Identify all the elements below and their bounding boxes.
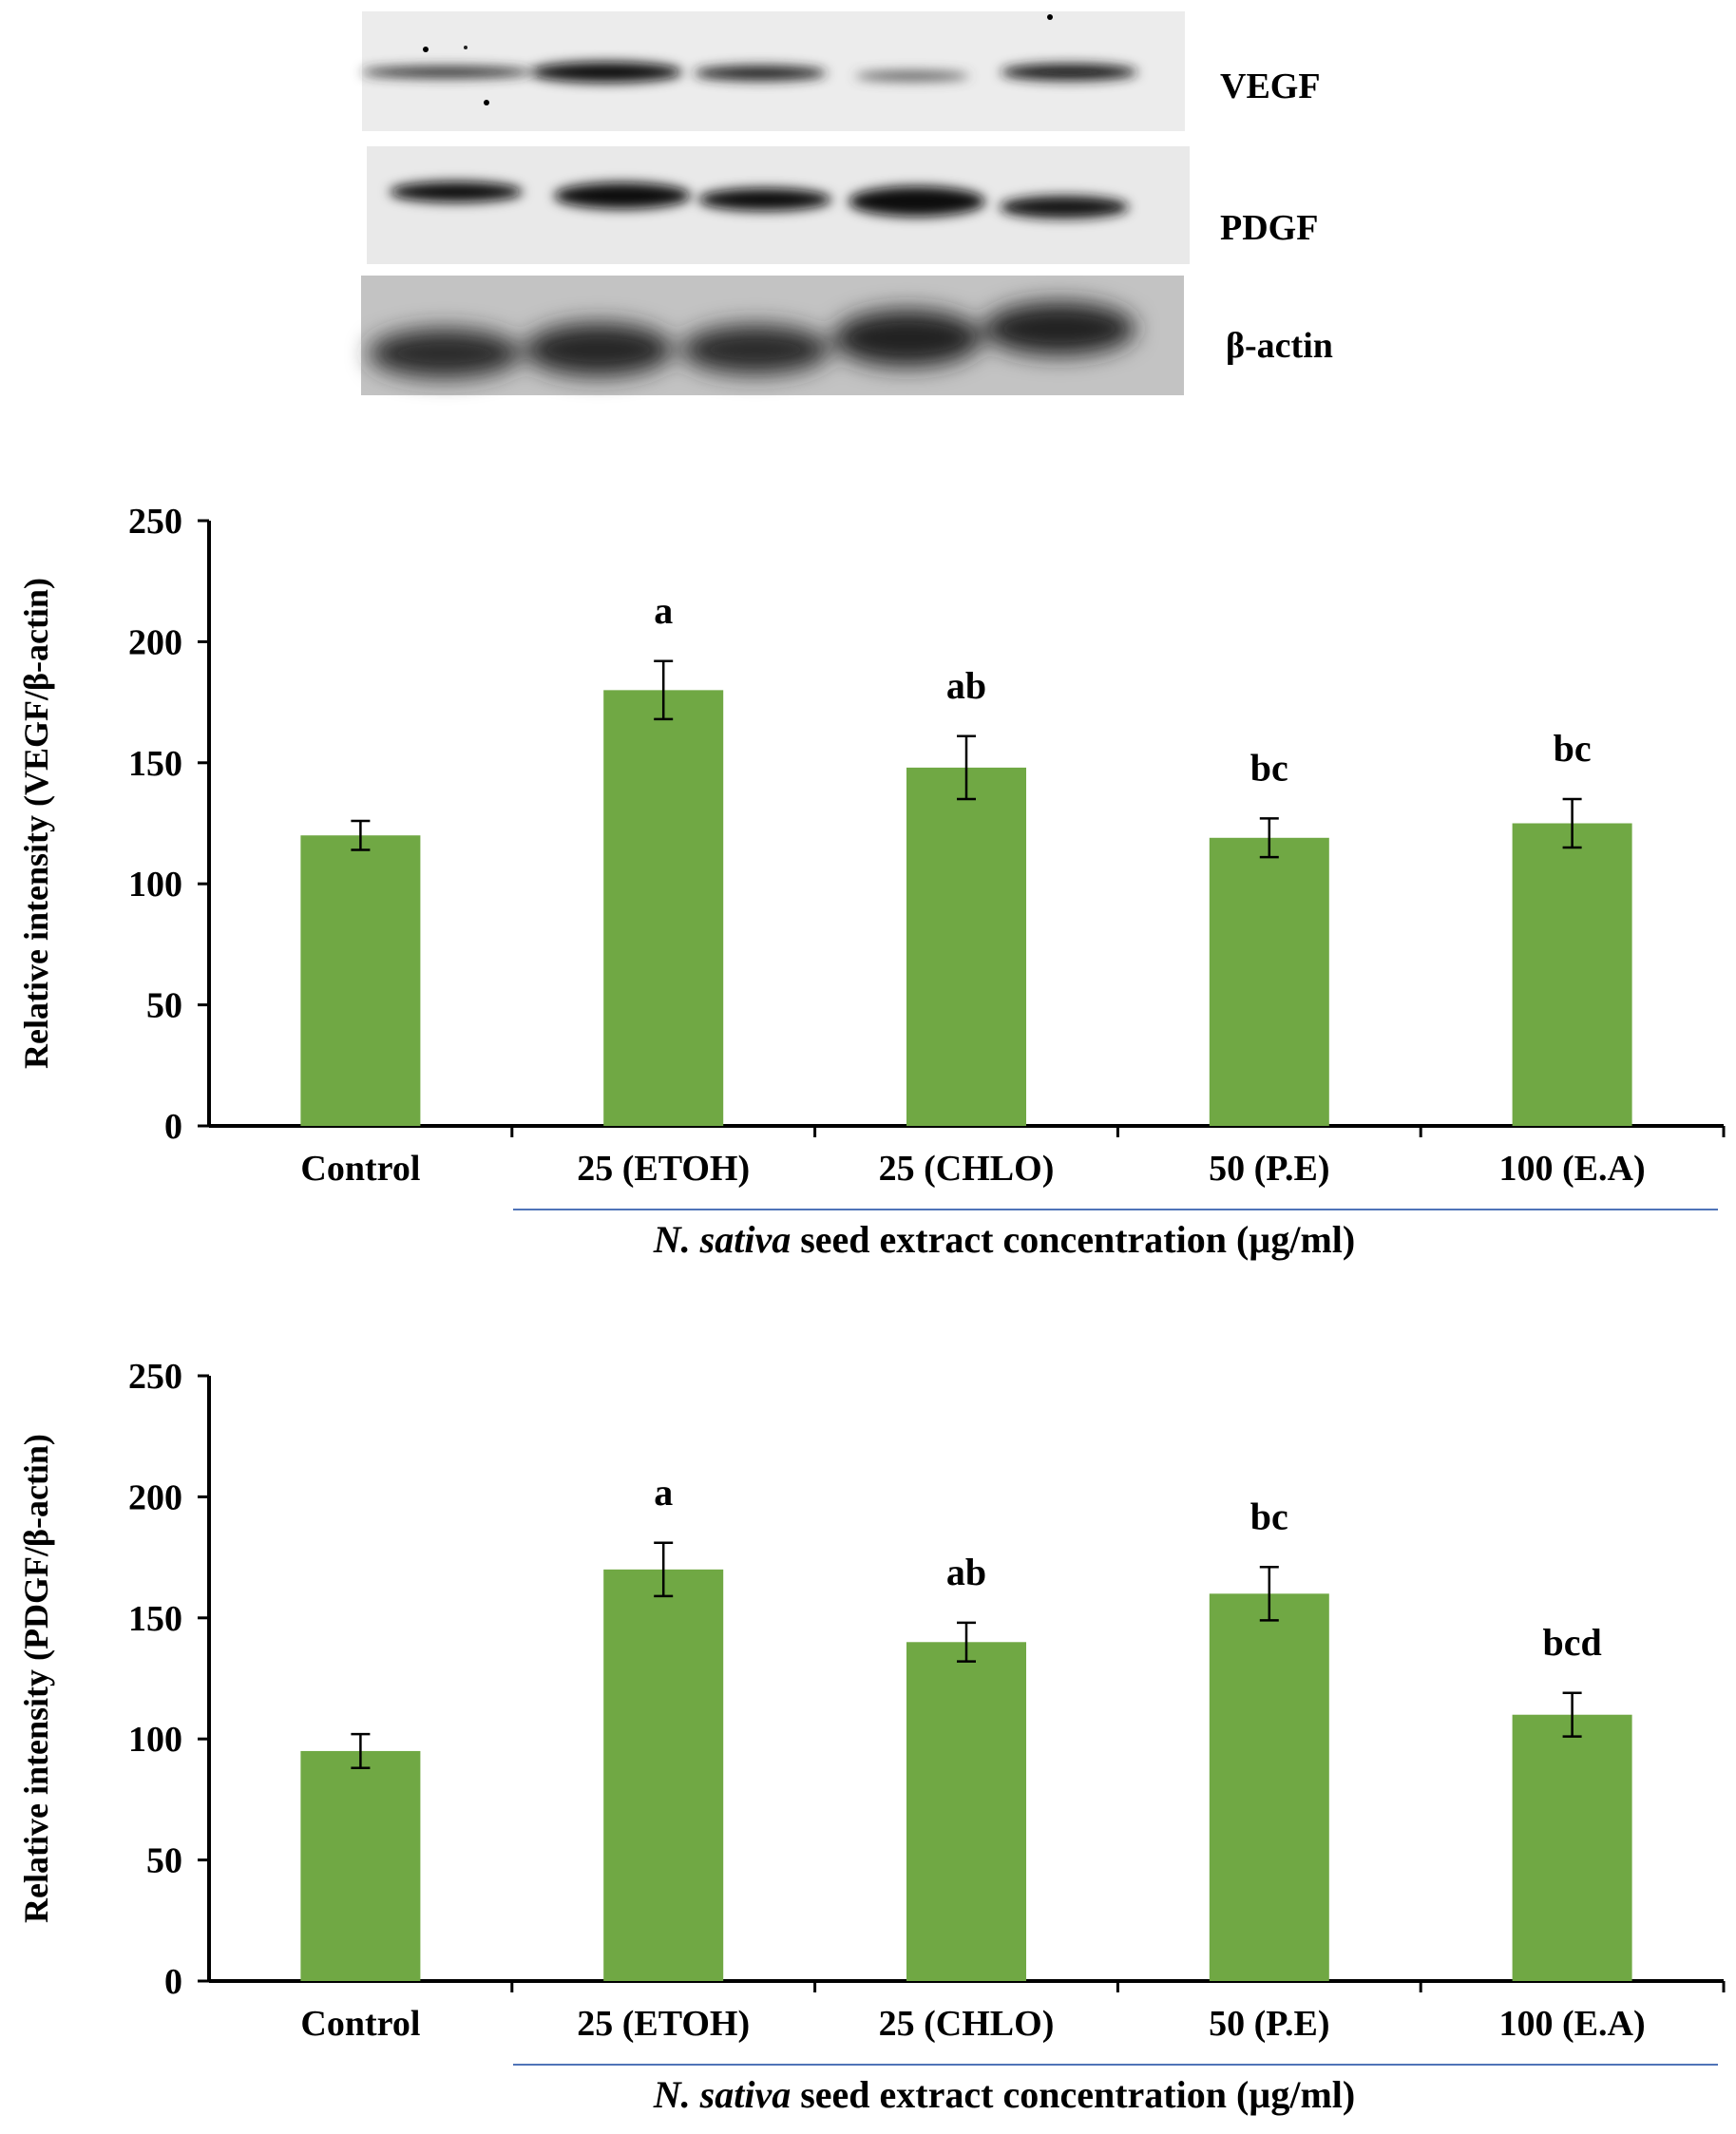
significance-label: bc	[1554, 727, 1592, 770]
significance-label: a	[654, 1471, 673, 1514]
significance-label: bc	[1250, 1495, 1288, 1537]
actin-band-1	[369, 329, 521, 378]
bar	[1209, 837, 1329, 1126]
actin-band-2	[525, 323, 673, 376]
pdgf-band-4	[849, 186, 985, 217]
actin-band-5	[983, 302, 1135, 355]
beta-actin-blot-strip	[361, 276, 1184, 395]
pdgf-band-1	[390, 181, 523, 202]
y-tick-label: 250	[128, 502, 182, 542]
bar	[1512, 1714, 1632, 1981]
bar	[300, 835, 421, 1126]
vegf-band-1	[361, 67, 532, 78]
vegf-band-2	[530, 62, 682, 83]
actin-band-4	[833, 310, 982, 367]
x-category-label: 100 (E.A)	[1499, 2004, 1646, 2044]
vegf-band-3	[694, 66, 827, 81]
x-category-label: Control	[300, 2004, 420, 2044]
significance-label: ab	[946, 664, 986, 707]
pdgf-band-5	[1000, 196, 1129, 219]
y-tick-label: 200	[128, 622, 182, 662]
x-category-label: 25 (ETOH)	[577, 2004, 750, 2044]
x-category-label: 50 (P.E)	[1209, 1149, 1329, 1189]
x-category-label: 50 (P.E)	[1209, 2004, 1329, 2044]
x-axis-title-species: N. sativa	[653, 1218, 791, 1261]
x-axis-title-rest: seed extract concentration (µg/ml)	[791, 1218, 1355, 1261]
blot-label-beta-actin: β-actin	[1226, 326, 1333, 366]
bar	[906, 1642, 1026, 1981]
pdgf-band-2	[554, 182, 691, 209]
y-tick-label: 200	[128, 1477, 182, 1517]
actin-band-3	[681, 325, 830, 374]
significance-label: bc	[1250, 746, 1288, 789]
x-category-label: 100 (E.A)	[1499, 1149, 1646, 1189]
vegf-band-5	[1001, 64, 1137, 81]
x-axis-title: N. sativa seed extract concentration (µg…	[653, 2073, 1355, 2116]
pdgf-band-3	[698, 188, 831, 211]
bar	[300, 1750, 421, 1981]
vegf-bar-chart: 0 50 100 150 200 250 Control a 25 (ETOH) ab 25 (CH…	[17, 502, 1726, 1261]
x-category-label: 25 (ETOH)	[577, 1149, 750, 1189]
blot-label-vegf: VEGF	[1220, 67, 1321, 106]
y-tick-label: 50	[146, 986, 182, 1026]
x-axis-title-rest: seed extract concentration (µg/ml)	[791, 2073, 1355, 2116]
y-tick-label: 250	[128, 1357, 182, 1397]
y-axis-title: Relative intensity (PDGF/β-actin)	[17, 1434, 55, 1923]
x-axis-title: N. sativa seed extract concentration (µg…	[653, 1218, 1355, 1261]
blot-label-pdgf: PDGF	[1220, 208, 1318, 248]
bar	[906, 767, 1026, 1126]
bar	[1209, 1593, 1329, 1981]
bar	[603, 690, 724, 1126]
x-axis-title-species: N. sativa	[653, 2073, 791, 2116]
bar	[603, 1569, 724, 1981]
western-blot-panel: VEGF PDGF β-actin	[361, 11, 1333, 395]
y-tick-label: 150	[128, 1599, 182, 1639]
y-axis-title: Relative intensity (VEGF/β-actin)	[17, 578, 55, 1069]
bar	[1512, 823, 1632, 1126]
vegf-band-4	[855, 71, 969, 81]
x-category-label: Control	[300, 1149, 420, 1189]
x-category-label: 25 (CHLO)	[879, 1149, 1055, 1189]
pdgf-blot-strip	[367, 146, 1190, 264]
y-tick-label: 50	[146, 1841, 182, 1881]
y-tick-label: 150	[128, 744, 182, 784]
y-tick-label: 100	[128, 1720, 182, 1760]
significance-label: bcd	[1542, 1621, 1601, 1664]
x-category-label: 25 (CHLO)	[879, 2004, 1055, 2044]
y-tick-label: 0	[164, 1962, 182, 2002]
y-tick-label: 100	[128, 865, 182, 905]
significance-label: a	[654, 589, 673, 632]
pdgf-bar-chart: 0 50 100 150 200 250 Control a 25 (ETOH) ab 25 (CH…	[17, 1357, 1726, 2116]
y-tick-label: 0	[164, 1107, 182, 1147]
vegf-blot-strip	[361, 11, 1185, 131]
significance-label: ab	[946, 1551, 986, 1593]
